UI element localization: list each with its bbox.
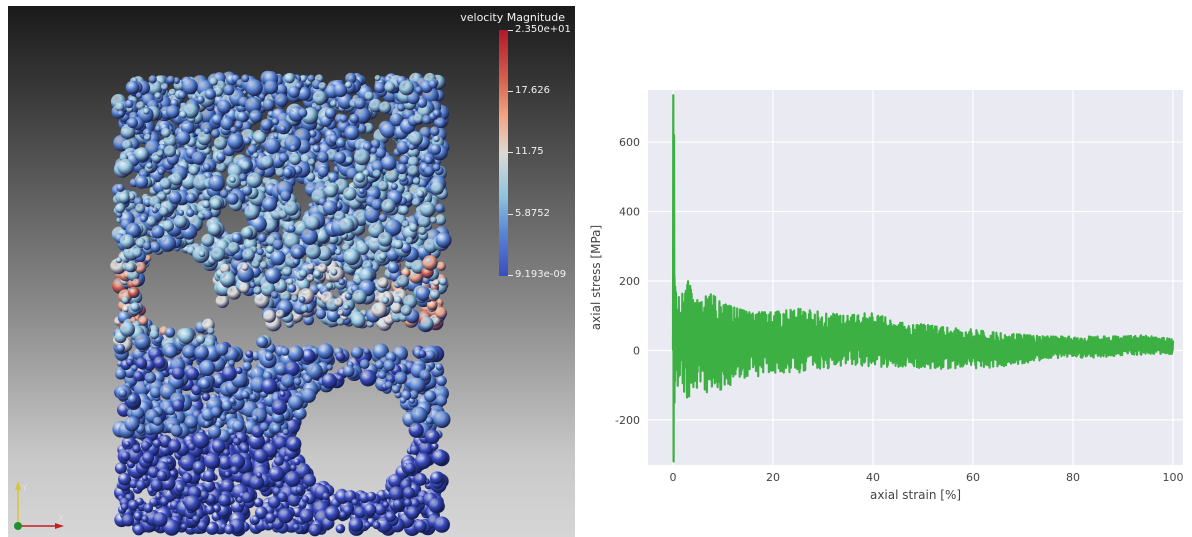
y-tick-label: 600 [619, 136, 640, 149]
axis-x-label: X [58, 514, 64, 524]
colorbar-tick [508, 214, 513, 215]
y-tick-label: -200 [615, 414, 640, 427]
colorbar-label-min: 9.193e-09 [515, 269, 567, 280]
colorbar-label-max: 2.350e+01 [515, 24, 571, 35]
x-tick-label: 100 [1163, 471, 1184, 484]
x-axis-label: axial strain [%] [870, 488, 961, 502]
x-tick-label: 60 [966, 471, 980, 484]
colorbar-tick [508, 30, 513, 31]
x-tick-label: 40 [866, 471, 880, 484]
y-axis-label: axial stress [MPa] [589, 225, 603, 330]
series-line [671, 94, 1175, 463]
colorbar-tick [508, 152, 513, 153]
x-tick-label: 0 [670, 471, 677, 484]
plot-area [648, 90, 1183, 465]
orientation-axes-icon: Y X [14, 481, 64, 530]
colorbar-tick [508, 275, 513, 276]
x-tick-label: 20 [766, 471, 780, 484]
particle-cloud [110, 70, 452, 537]
y-tick-label: 200 [619, 275, 640, 288]
colorbar [499, 30, 508, 276]
y-tick-label: 0 [633, 344, 640, 357]
colorbar-label-mid: 11.75 [515, 146, 544, 157]
x-tick-labels: 0 20 40 60 80 100 [670, 471, 1184, 484]
colorbar-tick [508, 91, 513, 92]
stress-strain-chart: 0 20 40 60 80 100 -200 0 200 400 600 axial strain… [589, 90, 1184, 502]
colorbar-label-2: 17.626 [515, 85, 550, 96]
y-tick-label: 400 [619, 206, 640, 219]
axis-y-label: Y [21, 484, 28, 494]
stress-curve [671, 94, 1175, 463]
colorbar-title: velocity Magnitude [460, 11, 565, 24]
y-tick-labels: -200 0 200 400 600 [615, 136, 640, 427]
colorbar-label-4: 5.8752 [515, 208, 550, 219]
particle-viewport[interactable]: velocity Magnitude 2.350e+01 17.626 11.7… [8, 6, 575, 537]
x-tick-label: 80 [1066, 471, 1080, 484]
